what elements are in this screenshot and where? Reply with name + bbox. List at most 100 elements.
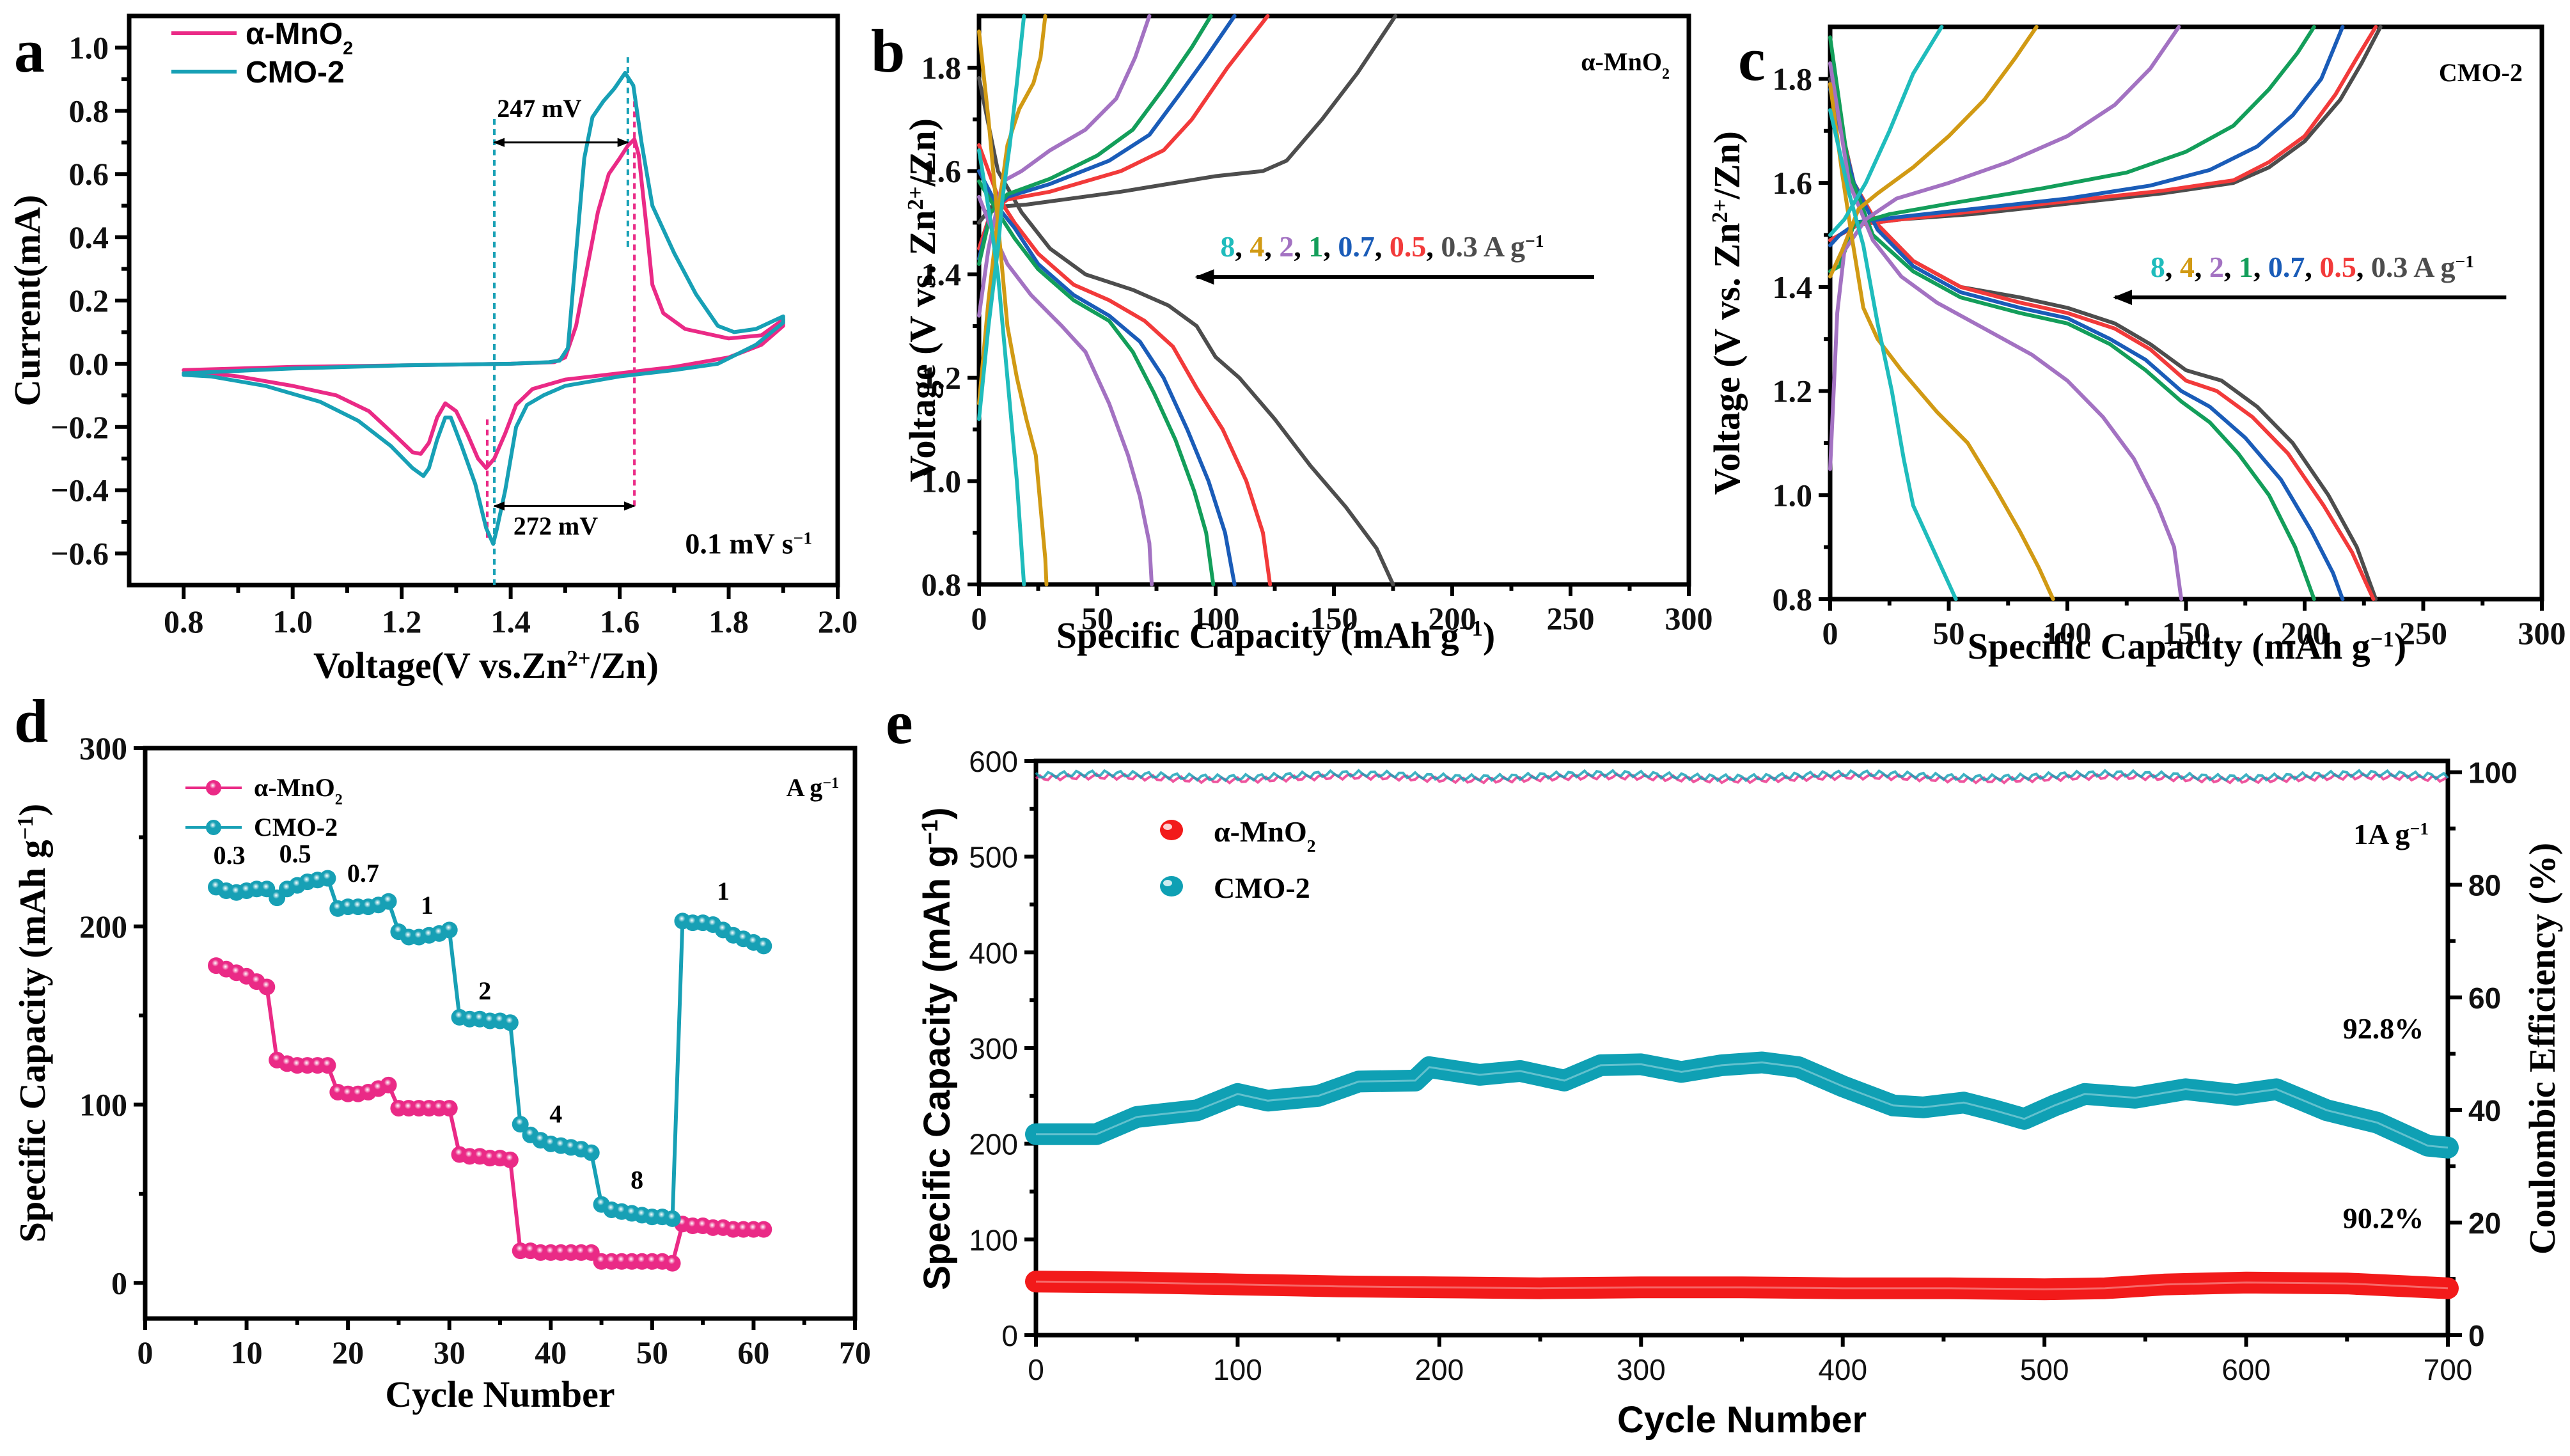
rate-legend: 8, 4, 2, 1, 0.7, 0.5, 0.3 A g−1 xyxy=(1220,230,1544,263)
rate-label: 0.7 xyxy=(347,859,379,888)
discharge-curve-2 xyxy=(977,194,1154,586)
y-tick-label: 1.0 xyxy=(921,463,962,499)
x-tick-label: 400 xyxy=(1818,1353,1867,1386)
x-tick-label: 100 xyxy=(1213,1353,1262,1386)
rate-label: 1 xyxy=(421,891,434,920)
x-tick-label: 700 xyxy=(2424,1353,2473,1386)
unit-label-part: −1 xyxy=(822,775,839,792)
x-tick-label: 40 xyxy=(535,1335,567,1370)
x-tick-label: 50 xyxy=(636,1335,668,1370)
legend-marker xyxy=(206,780,221,795)
y-tick-label: −0.6 xyxy=(51,536,109,572)
legend-label: CMO-2 xyxy=(1214,872,1310,904)
y-tick-label: 0.4 xyxy=(69,219,109,255)
rate-legend-item: 0.3 A g xyxy=(2371,251,2456,283)
x-axis-title: Specific Capacity (mAh g−1) xyxy=(1056,614,1495,656)
data-point-mno2 xyxy=(441,1100,458,1117)
material-label: CMO-2 xyxy=(2439,58,2523,87)
rate-line-cmo2 xyxy=(214,876,766,1221)
legend-label-part: α-MnO xyxy=(246,17,343,51)
rate-legend-separator: , xyxy=(1294,230,1308,263)
legend-label: CMO-2 xyxy=(254,813,338,842)
unit-label-part: A g xyxy=(787,773,823,802)
data-point-mno2 xyxy=(501,1151,519,1168)
data-point-cmo2 xyxy=(319,870,336,887)
x-tick-label: 200 xyxy=(1414,1353,1464,1386)
y-axis-title-part: /Zn) xyxy=(1706,131,1748,200)
x-tick-label: 250 xyxy=(1547,600,1595,636)
x-tick-label: 60 xyxy=(737,1335,769,1370)
legend-label: α-MnO2 xyxy=(254,773,343,808)
data-point-mno2 xyxy=(319,1057,336,1074)
y-tick-label: 1.6 xyxy=(921,153,962,189)
y-tick-label: 0.0 xyxy=(69,346,109,382)
y-axis-title: Current(mA) xyxy=(6,195,48,407)
y2-tick-label: 80 xyxy=(2468,869,2501,902)
x-tick-label: 300 xyxy=(2518,615,2566,651)
x-axis-title-part: ) xyxy=(2394,625,2406,667)
y-axis-title-part: ) xyxy=(916,807,958,819)
x-tick-label: 1.0 xyxy=(272,604,313,639)
panel-d-rate-performance: d 0 10 20 30 40 50 60 70 300 200 100 0 0.3 0.5 0.7 1 2 4 8… xyxy=(12,687,871,1415)
y-axis-title-part: Voltage (V vs. Zn xyxy=(1706,223,1748,495)
y-tick-label: 200 xyxy=(969,1128,1018,1161)
charge-curve-4 xyxy=(1828,25,2039,279)
rate-legend-separator: , xyxy=(2224,251,2239,283)
panel-label: c xyxy=(1738,25,1766,93)
x-axis-title: Voltage(V vs.Zn2+/Zn) xyxy=(313,645,659,686)
panel-c-gcd-cmo2: c 0 50 100 150 200 250 300 1.8 1.6 1.4 1.2 1.0 0.8 CM… xyxy=(1706,24,2566,667)
legend-label-part: 2 xyxy=(335,792,343,808)
plot-area: 0 100 200 300 400 500 600 700600500400300200100… xyxy=(916,745,2563,1441)
x-tick-label: 1.8 xyxy=(709,604,749,639)
y-tick-label: 1.2 xyxy=(921,360,962,396)
legend-marker xyxy=(206,820,221,835)
x-axis-title-part: Voltage(V vs.Zn xyxy=(313,645,567,686)
rate-legend-item: 0.7 xyxy=(1338,230,1375,263)
rate-legend-item: 0.5 xyxy=(1390,230,1427,263)
rate-label: 1 xyxy=(717,877,730,905)
discharge-curve-4 xyxy=(977,29,1049,586)
material-label-part: 2 xyxy=(1662,66,1670,82)
oxidation-gap-label: 247 mV xyxy=(497,94,581,123)
x-tick-label: 0.8 xyxy=(164,604,204,639)
x-tick-label: 250 xyxy=(2399,615,2447,651)
x-tick-label: 150 xyxy=(1310,600,1358,636)
y-tick-label: 100 xyxy=(969,1223,1018,1256)
data-point-cmo2 xyxy=(501,1014,519,1031)
y-axis-title-part: /Zn) xyxy=(902,118,943,187)
discharge-curve-4 xyxy=(1828,82,2055,601)
cv-series-mno2 xyxy=(182,137,785,471)
rate-legend-item: 0.5 xyxy=(2319,251,2356,283)
x-tick-label: 300 xyxy=(1665,600,1713,636)
data-point-cmo2 xyxy=(441,921,458,939)
charge-curve-0.3 xyxy=(977,14,1398,225)
data-point-cmo2 xyxy=(583,1144,600,1161)
y2-tick-label: 100 xyxy=(2468,756,2518,790)
rate-legend-item: 4 xyxy=(2180,251,2195,283)
data-point-mno2 xyxy=(258,978,276,996)
data-point-cmo2 xyxy=(512,1116,529,1133)
legend-label: CMO-2 xyxy=(246,56,345,90)
rate-legend-separator: , xyxy=(2356,251,2371,283)
capacity-highlight xyxy=(1035,1280,2449,1290)
reduction-gap-label: 272 mV xyxy=(513,512,598,540)
x-tick-label: 10 xyxy=(231,1335,263,1370)
rate-legend-separator: , xyxy=(1375,230,1390,263)
y-axis-title-part: −1 xyxy=(918,820,943,845)
y-tick-label: 300 xyxy=(969,1032,1018,1065)
rate-legend-separator: , xyxy=(2305,251,2319,283)
rate-label: 2 xyxy=(478,976,491,1005)
y-tick-label: 1.8 xyxy=(921,50,962,86)
legend-label-part: CMO-2 xyxy=(1214,872,1310,904)
y-axis-title: Specific Capacity (mAh g−1) xyxy=(12,804,53,1242)
x-tick-label: 70 xyxy=(839,1335,871,1370)
x-tick-label: 300 xyxy=(1617,1353,1666,1386)
discharge-curve-0.5 xyxy=(1828,82,2376,601)
scan-rate-label: 0.1 mV s−1 xyxy=(685,528,812,560)
panel-a-cv-curves: a 0.8 1.0 1.2 1.4 1.6 1.8 2.01.00.80.60.40.20.… xyxy=(6,13,858,686)
y-axis-title: Specific Capacity (mAh g−1) xyxy=(916,807,958,1290)
data-point-cmo2 xyxy=(380,893,397,910)
x-tick-label: 100 xyxy=(2044,615,2092,651)
x-tick-label: 0 xyxy=(1822,615,1838,651)
x-tick-label: 30 xyxy=(434,1335,466,1370)
